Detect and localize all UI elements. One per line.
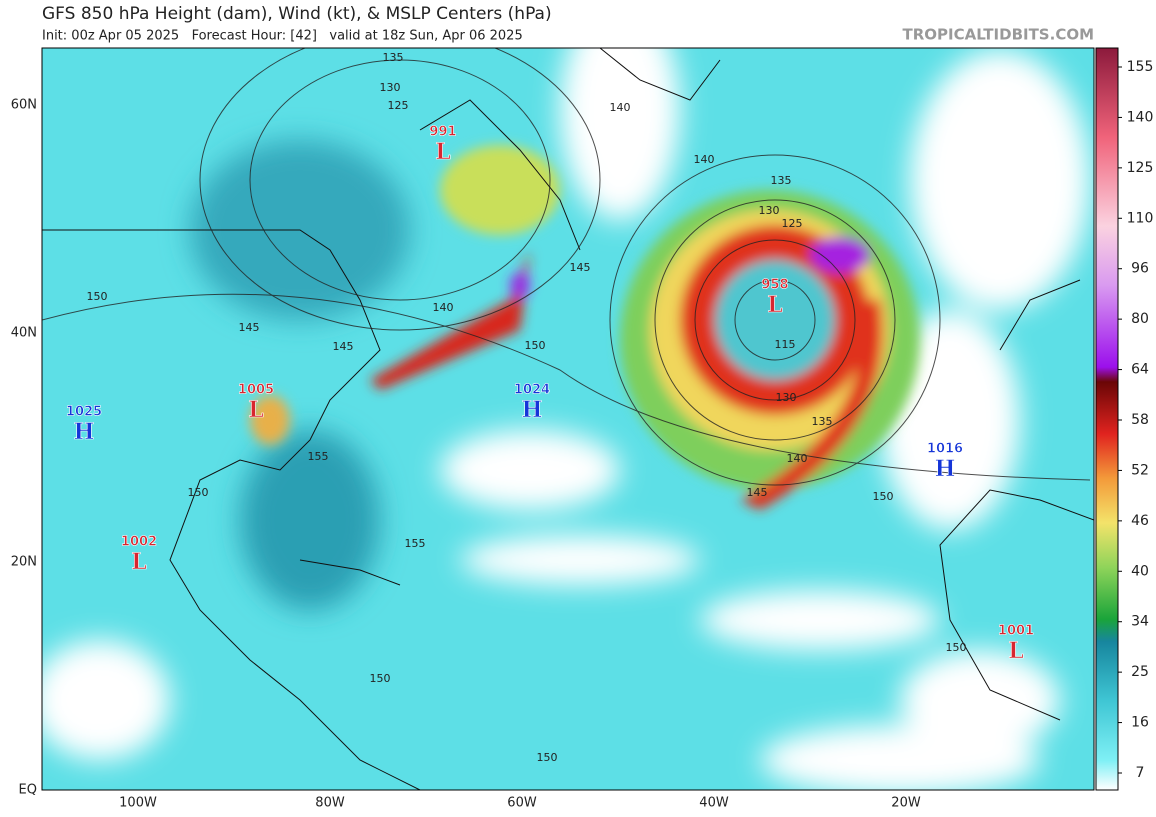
- contour-label: 130: [380, 81, 401, 94]
- contour-label: 125: [782, 217, 803, 230]
- colorbar-label: 80: [1131, 311, 1149, 327]
- colorbar-label: 64: [1131, 362, 1149, 378]
- longitude-label: 80W: [315, 796, 345, 811]
- colorbar-label: 46: [1131, 513, 1149, 529]
- colorbar-label: 25: [1131, 664, 1149, 680]
- pressure-letter: L: [435, 139, 450, 165]
- latitude-label: 20N: [11, 555, 37, 570]
- pressure-value: 1001: [998, 624, 1034, 639]
- contour-label: 145: [333, 340, 354, 353]
- pressure-letter: L: [248, 397, 263, 423]
- contour-label: 150: [87, 290, 108, 303]
- pressure-value: 1025: [66, 405, 102, 420]
- contour-label: 150: [525, 339, 546, 352]
- contour-label: 150: [537, 751, 558, 764]
- contour-label: 145: [239, 321, 260, 334]
- pressure-value: 991: [429, 125, 456, 140]
- contour-label: 145: [570, 261, 591, 274]
- pressure-letter: H: [935, 456, 956, 482]
- contour-label: 140: [787, 452, 808, 465]
- colorbar-label: 125: [1127, 160, 1154, 176]
- colorbar-label: 58: [1131, 412, 1149, 428]
- map-frame: [41, 47, 1095, 791]
- pressure-value: 1024: [514, 383, 550, 398]
- colorbar-label: 7: [1136, 765, 1145, 781]
- title: GFS 850 hPa Height (dam), Wind (kt), & M…: [42, 4, 552, 24]
- contour-label: 115: [775, 338, 796, 351]
- pressure-letter: L: [131, 549, 146, 575]
- colorbar-label: 110: [1127, 210, 1154, 226]
- contour-label: 140: [694, 153, 715, 166]
- map-field: [42, 48, 1094, 790]
- contour-label: 155: [308, 450, 329, 463]
- longitude-label: 60W: [507, 796, 537, 811]
- longitude-label: 40W: [699, 796, 729, 811]
- contour-label: 130: [776, 391, 797, 404]
- pressure-letter: L: [767, 292, 782, 318]
- colorbar-label: 52: [1131, 462, 1149, 478]
- colorbar-label: 96: [1131, 261, 1149, 277]
- colorbar-label: 140: [1127, 109, 1154, 125]
- pressure-value: 1002: [121, 535, 157, 550]
- colorbar-label: 40: [1131, 563, 1149, 579]
- longitude-label: 100W: [119, 796, 157, 811]
- pressure-letter: H: [522, 397, 543, 423]
- pressure-value: 958: [761, 278, 788, 293]
- contour-label: 135: [771, 174, 792, 187]
- contour-label: 125: [388, 99, 409, 112]
- contour-label: 155: [405, 537, 426, 550]
- subtitle: Init: 00z Apr 05 2025 Forecast Hour: [42…: [42, 29, 523, 44]
- contour-label: 145: [747, 486, 768, 499]
- contour-label: 130: [759, 204, 780, 217]
- colorbar: [1095, 47, 1119, 791]
- pressure-value: 1005: [238, 383, 274, 398]
- colorbar-label: 155: [1127, 59, 1154, 75]
- contour-label: 150: [188, 486, 209, 499]
- contour-label: 150: [873, 490, 894, 503]
- contour-label: 140: [610, 101, 631, 114]
- pressure-letter: H: [74, 419, 95, 445]
- latitude-label: EQ: [19, 783, 37, 798]
- contour-label: 135: [812, 415, 833, 428]
- latitude-label: 60N: [11, 98, 37, 113]
- contour-label: 135: [383, 51, 404, 64]
- longitude-label: 20W: [891, 796, 921, 811]
- contour-label: 140: [433, 301, 454, 314]
- contour-label: 150: [946, 641, 967, 654]
- site-credit: TROPICALTIDBITS.COM: [903, 26, 1095, 44]
- pressure-letter: L: [1008, 638, 1023, 664]
- colorbar-label: 34: [1131, 614, 1149, 630]
- pressure-value: 1016: [927, 442, 963, 457]
- colorbar-label: 16: [1131, 715, 1149, 731]
- latitude-label: 40N: [11, 326, 37, 341]
- contour-label: 150: [370, 672, 391, 685]
